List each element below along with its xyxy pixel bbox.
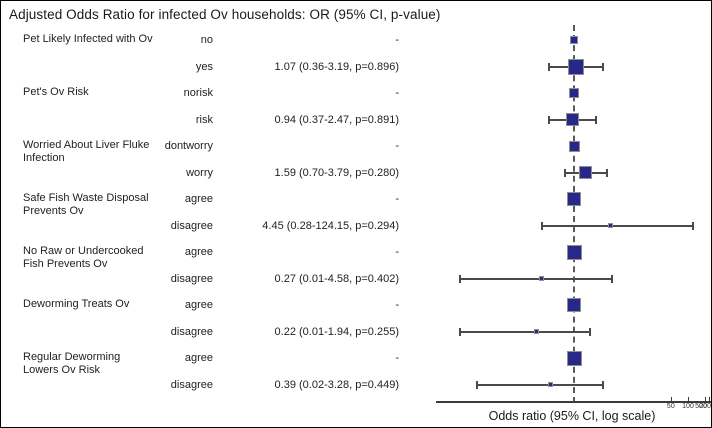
x-tick-mark bbox=[705, 397, 707, 401]
or-ci-text: - bbox=[395, 193, 399, 205]
or-marker-reference bbox=[570, 36, 578, 44]
x-tick-mark bbox=[670, 397, 672, 401]
level-label: norisk bbox=[183, 87, 213, 99]
level-label: agree bbox=[184, 352, 213, 364]
level-label: no bbox=[200, 34, 213, 46]
ci-whisker-cap bbox=[601, 62, 604, 71]
ci-whisker-cap bbox=[589, 327, 592, 336]
or-marker bbox=[578, 166, 592, 179]
or-marker-reference bbox=[568, 140, 580, 152]
x-tick-label: 200 bbox=[699, 403, 711, 410]
group-label: Safe Fish Waste Disposal Prevents Ov bbox=[23, 192, 149, 217]
group-label: Pet Likely Infected with Ov bbox=[23, 33, 153, 45]
group-label: Pet's Ov Risk bbox=[23, 86, 89, 98]
ci-whisker-cap bbox=[605, 168, 608, 177]
ci-whisker-cap bbox=[692, 221, 695, 230]
ci-whisker-cap bbox=[547, 62, 550, 71]
or-ci-text: - bbox=[395, 299, 399, 311]
x-axis-title: Odds ratio (95% CI, log scale) bbox=[488, 409, 656, 423]
ci-whisker bbox=[460, 277, 612, 280]
or-ci-text: 1.59 (0.70-3.79, p=0.280) bbox=[274, 166, 399, 179]
or-ci-text: 0.27 (0.01-4.58, p=0.402) bbox=[274, 272, 399, 285]
or-marker-reference bbox=[567, 298, 581, 312]
ci-whisker-cap bbox=[459, 327, 461, 336]
or-marker-reference bbox=[569, 88, 579, 98]
x-tick-label: 50 bbox=[666, 403, 675, 410]
ci-whisker bbox=[542, 224, 694, 227]
ci-whisker bbox=[460, 330, 591, 333]
or-ci-text: - bbox=[395, 140, 399, 152]
ci-whisker-cap bbox=[610, 274, 613, 283]
level-label: agree bbox=[184, 299, 213, 311]
group-label: No Raw or Undercooked Fish Prevents Ov bbox=[23, 245, 144, 270]
or-marker bbox=[565, 113, 579, 126]
group-label: Deworming Treats Ov bbox=[23, 298, 130, 310]
level-label: disagree bbox=[170, 219, 213, 232]
reference-line-or1 bbox=[573, 25, 575, 403]
level-label: yes bbox=[195, 60, 213, 73]
or-ci-text: 4.45 (0.28-124.15, p=0.294) bbox=[262, 219, 399, 232]
level-label: disagree bbox=[170, 378, 213, 391]
or-ci-text: 0.39 (0.02-3.28, p=0.449) bbox=[274, 378, 399, 391]
x-tick-label: 100 bbox=[682, 403, 694, 410]
ci-whisker-cap bbox=[548, 115, 551, 124]
ci-whisker-cap bbox=[602, 380, 605, 389]
x-tick-mark bbox=[709, 397, 710, 401]
or-ci-text: 0.94 (0.37-2.47, p=0.891) bbox=[274, 113, 399, 126]
x-tick-mark bbox=[688, 397, 689, 401]
or-marker-reference bbox=[566, 244, 582, 260]
or-ci-text: 0.22 (0.01-1.94, p=0.255) bbox=[274, 325, 399, 338]
ci-whisker-cap bbox=[595, 115, 598, 124]
or-ci-text: - bbox=[395, 34, 399, 46]
or-marker bbox=[608, 223, 614, 228]
or-ci-text: - bbox=[395, 87, 399, 99]
or-marker bbox=[567, 58, 584, 75]
level-label: disagree bbox=[170, 325, 213, 338]
ci-whisker-cap bbox=[564, 168, 567, 177]
or-marker-reference bbox=[567, 192, 581, 206]
or-ci-text: - bbox=[395, 352, 399, 364]
level-label: worry bbox=[186, 166, 213, 179]
or-marker bbox=[539, 276, 545, 281]
group-label: Worried About Liver Fluke Infection bbox=[23, 139, 150, 164]
chart-title: Adjusted Odds Ratio for infected Ov hous… bbox=[9, 7, 441, 22]
or-marker bbox=[534, 329, 540, 334]
x-tick-label: 500 bbox=[695, 403, 707, 410]
level-label: risk bbox=[195, 113, 213, 126]
ci-whisker-cap bbox=[541, 221, 544, 230]
level-label: agree bbox=[184, 193, 213, 205]
or-ci-text: 1.07 (0.36-3.19, p=0.896) bbox=[274, 60, 399, 73]
group-label: Regular Deworming Lowers Ov Risk bbox=[23, 351, 121, 376]
ci-whisker-cap bbox=[459, 274, 461, 283]
or-marker bbox=[548, 382, 554, 387]
ci-whisker bbox=[477, 383, 604, 386]
ci-whisker-cap bbox=[476, 380, 479, 389]
level-label: agree bbox=[184, 246, 213, 258]
x-axis-line bbox=[436, 401, 711, 403]
level-label: disagree bbox=[170, 272, 213, 285]
or-ci-text: - bbox=[395, 246, 399, 258]
level-label: dontworry bbox=[164, 140, 213, 152]
or-marker-reference bbox=[566, 350, 582, 366]
